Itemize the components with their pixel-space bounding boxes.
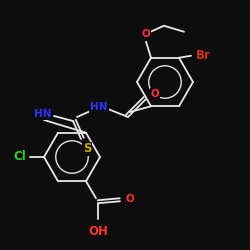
Text: Cl: Cl xyxy=(14,150,26,164)
Text: HN: HN xyxy=(90,102,108,112)
Text: HN: HN xyxy=(34,109,52,119)
Text: O: O xyxy=(142,29,150,39)
Text: S: S xyxy=(83,142,91,156)
Text: O: O xyxy=(126,194,134,204)
Text: O: O xyxy=(150,89,160,99)
Text: Br: Br xyxy=(196,49,210,62)
Text: OH: OH xyxy=(88,225,108,238)
